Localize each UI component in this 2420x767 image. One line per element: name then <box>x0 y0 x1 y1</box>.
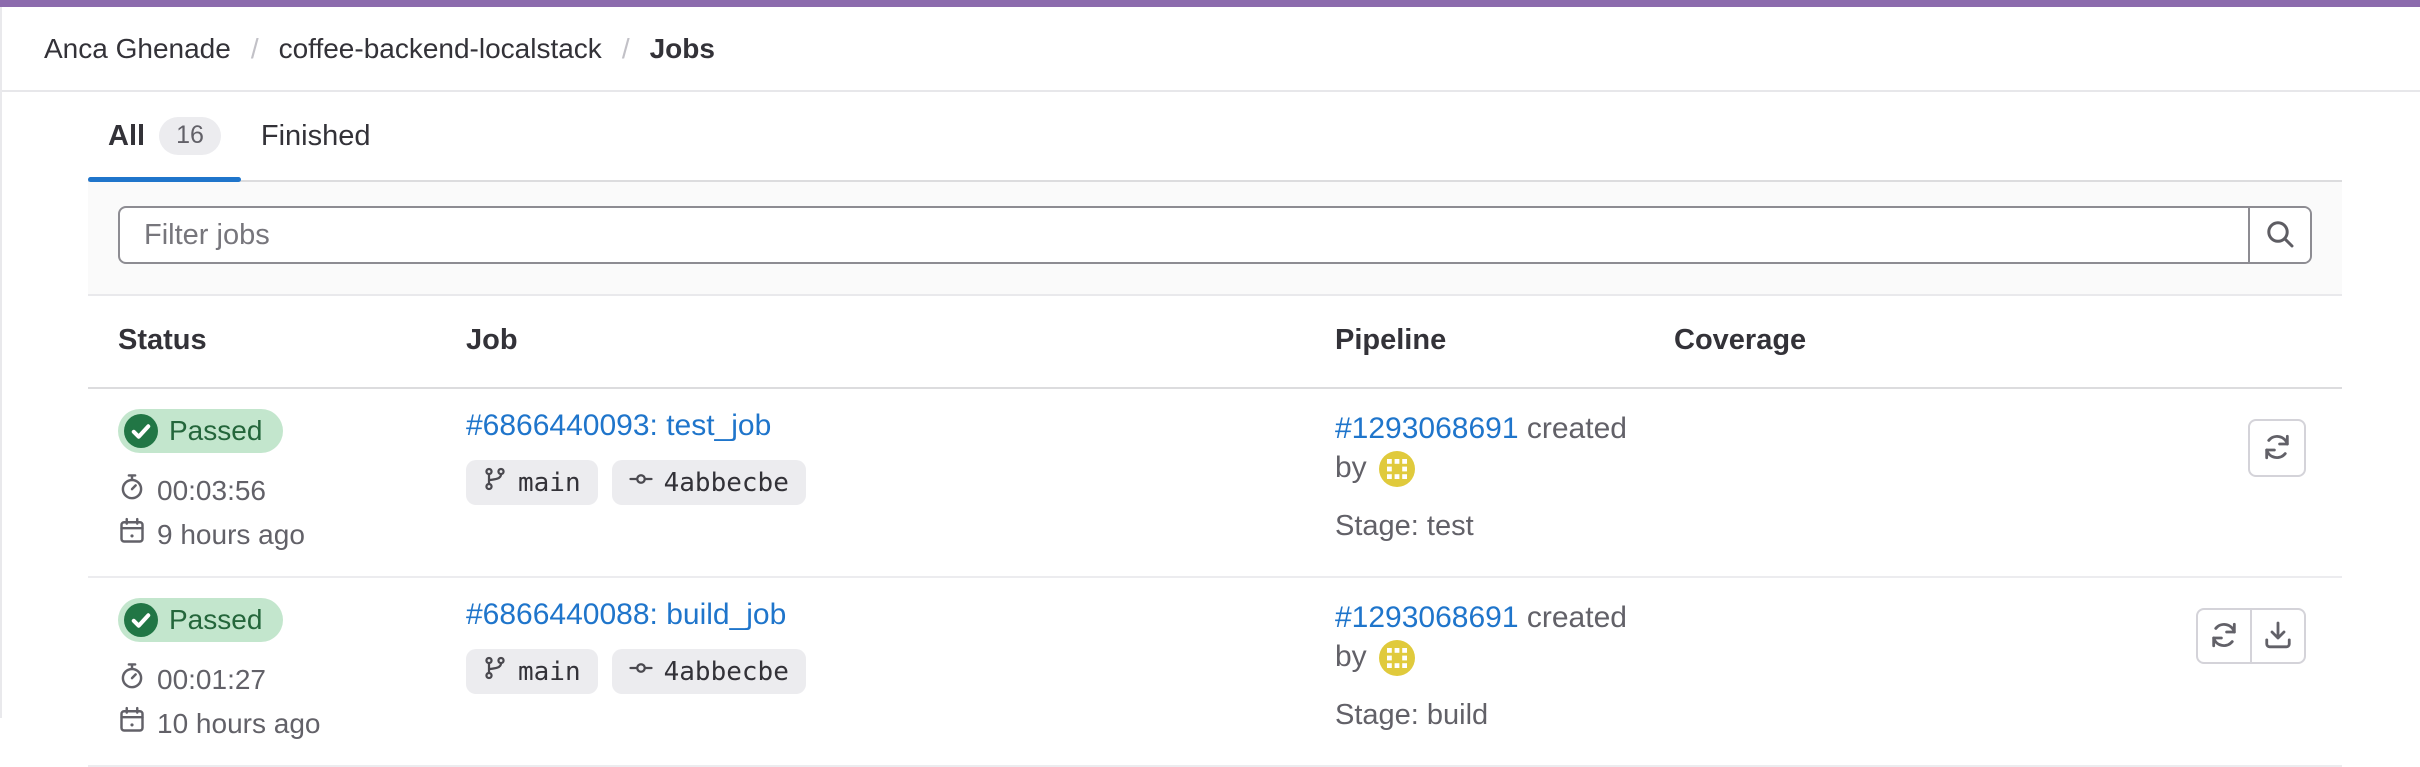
calendar-icon <box>118 517 146 552</box>
column-header-job: Job <box>466 324 518 356</box>
download-icon <box>2263 620 2293 653</box>
breadcrumb: Anca Ghenade / coffee-backend-localstack… <box>0 7 2420 92</box>
status-badge-passed[interactable]: Passed <box>118 598 284 642</box>
tab-finished-label: Finished <box>260 119 371 152</box>
status-label: Passed <box>169 415 263 446</box>
search-button[interactable] <box>2248 208 2310 262</box>
pipeline-link[interactable]: #1293068691 <box>1335 601 1519 634</box>
breadcrumb-separator: / <box>250 32 259 64</box>
pipeline-cell: #1293068691 created by Stage: <box>1305 578 1644 765</box>
status-label: Passed <box>169 604 263 635</box>
column-header-pipeline: Pipeline <box>1335 324 1447 356</box>
status-badge-passed[interactable]: Passed <box>118 409 284 453</box>
branch-ref-pill[interactable]: main <box>466 460 598 505</box>
identicon-avatar[interactable] <box>1379 640 1416 686</box>
job-link[interactable]: #6866440088: build_job <box>466 598 787 631</box>
commit-ref-pill[interactable]: 4abbecbe <box>611 649 806 694</box>
job-cell: #6866440088: build_job main <box>436 578 1305 765</box>
pipeline-created-by-text: created by <box>1335 412 1627 484</box>
actions-cell <box>1984 578 2342 765</box>
job-refs: main 4abbecbe <box>466 460 1305 505</box>
commit-icon <box>629 467 653 498</box>
retry-job-button[interactable] <box>2196 608 2252 664</box>
table-row: Passed 00:03:56 9 <box>88 389 2342 578</box>
tab-finished[interactable]: Finished <box>241 92 391 180</box>
breadcrumb-item-current-page: Jobs <box>649 32 715 64</box>
job-duration: 00:03:56 <box>118 473 436 508</box>
jobs-tabs: All 16 Finished <box>88 92 2342 182</box>
page-left-edge-divider <box>0 7 2 718</box>
pipeline-link[interactable]: #1293068691 <box>1335 412 1519 445</box>
status-cell: Passed 00:01:27 10 <box>88 578 436 765</box>
jobs-table: Status Job Pipeline Coverage Passed <box>88 296 2342 767</box>
calendar-icon <box>118 706 146 741</box>
table-header-row: Status Job Pipeline Coverage <box>88 296 2342 389</box>
retry-icon <box>2209 620 2239 653</box>
tab-all-label: All <box>108 119 146 152</box>
actions-cell <box>1984 389 2342 576</box>
pipeline-stage: Stage: test <box>1335 510 1474 542</box>
filter-jobs-input[interactable] <box>120 208 2248 262</box>
filter-box <box>118 206 2312 264</box>
retry-job-button[interactable] <box>2248 419 2306 477</box>
retry-icon <box>2262 432 2292 465</box>
table-row: Passed 00:01:27 10 <box>88 578 2342 767</box>
jobs-page-content: All 16 Finished Status Job Pipeline Cove… <box>88 92 2342 767</box>
jobs-filter-section <box>88 182 2342 296</box>
timer-icon <box>118 662 146 697</box>
commit-icon <box>629 656 653 687</box>
status-passed-check-icon <box>124 414 158 448</box>
download-artifacts-button[interactable] <box>2250 608 2306 664</box>
coverage-cell <box>1644 389 1984 576</box>
pipeline-info: #1293068691 created by <box>1335 598 1635 686</box>
job-cell: #6866440093: test_job main <box>436 389 1305 576</box>
branch-icon <box>483 656 507 687</box>
status-cell: Passed 00:03:56 9 <box>88 389 436 576</box>
job-finished-time: 10 hours ago <box>118 706 436 741</box>
status-passed-check-icon <box>124 603 158 637</box>
breadcrumb-separator: / <box>621 32 630 64</box>
column-header-coverage: Coverage <box>1674 324 1807 356</box>
job-refs: main 4abbecbe <box>466 649 1305 694</box>
pipeline-cell: #1293068691 created by Stage: <box>1305 389 1644 576</box>
pipeline-info: #1293068691 created by <box>1335 409 1635 497</box>
identicon-avatar[interactable] <box>1379 451 1416 497</box>
timer-icon <box>118 473 146 508</box>
column-header-actions <box>1984 296 2342 387</box>
job-duration: 00:01:27 <box>118 662 436 697</box>
commit-ref-pill[interactable]: 4abbecbe <box>611 460 806 505</box>
search-icon <box>2264 218 2296 253</box>
pipeline-stage: Stage: build <box>1335 699 1489 731</box>
tab-all-count-badge: 16 <box>159 117 221 155</box>
job-actions-button-group <box>2196 608 2306 664</box>
job-finished-time: 9 hours ago <box>118 517 436 552</box>
coverage-cell <box>1644 578 1984 765</box>
column-header-status: Status <box>118 324 207 356</box>
branch-ref-pill[interactable]: main <box>466 649 598 694</box>
breadcrumb-item-project[interactable]: coffee-backend-localstack <box>278 32 602 64</box>
pipeline-created-by-text: created by <box>1335 601 1627 673</box>
job-link[interactable]: #6866440093: test_job <box>466 409 772 442</box>
branch-icon <box>483 467 507 498</box>
breadcrumb-item-owner[interactable]: Anca Ghenade <box>44 32 231 64</box>
theme-accent-bar <box>0 0 2420 7</box>
tab-all[interactable]: All 16 <box>88 92 241 182</box>
